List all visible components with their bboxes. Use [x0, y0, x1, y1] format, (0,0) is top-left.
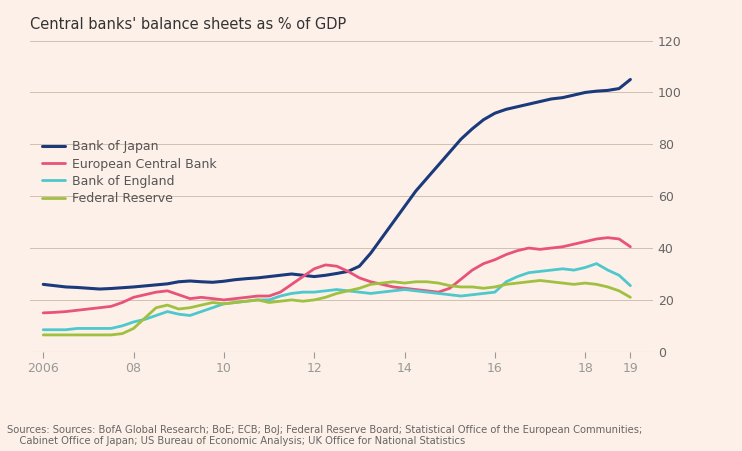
Bank of England — [197, 309, 206, 314]
Line: Bank of England: Bank of England — [43, 263, 631, 330]
Text: Central banks' balance sheets as % of GDP: Central banks' balance sheets as % of GD… — [30, 18, 346, 32]
Bank of England — [378, 290, 387, 295]
Line: European Central Bank: European Central Bank — [43, 238, 631, 313]
Bank of Japan — [389, 220, 398, 225]
Bank of England — [626, 283, 635, 288]
European Central Bank — [603, 235, 612, 240]
Line: Federal Reserve: Federal Reserve — [43, 281, 631, 335]
European Central Bank — [626, 244, 635, 249]
Bank of England — [389, 288, 398, 294]
Bank of England — [39, 327, 47, 332]
Bank of England — [490, 290, 499, 295]
Federal Reserve — [626, 295, 635, 300]
Bank of Japan — [400, 204, 409, 209]
European Central Bank — [490, 257, 499, 262]
European Central Bank — [558, 244, 567, 249]
Federal Reserve — [378, 281, 387, 286]
European Central Bank — [197, 295, 206, 300]
Federal Reserve — [536, 278, 545, 283]
Bank of Japan — [502, 106, 510, 112]
European Central Bank — [411, 287, 420, 292]
Bank of Japan — [209, 280, 217, 285]
Legend: Bank of Japan, European Central Bank, Bank of England, Federal Reserve: Bank of Japan, European Central Bank, Ba… — [42, 140, 217, 205]
Federal Reserve — [569, 281, 578, 287]
Federal Reserve — [39, 332, 47, 338]
Federal Reserve — [490, 284, 499, 290]
European Central Bank — [389, 284, 398, 290]
Bank of Japan — [569, 92, 578, 98]
Bank of England — [558, 266, 567, 272]
Bank of England — [592, 261, 601, 266]
Text: Sources: Sources: BofA Global Research; BoE; ECB; BoJ; Federal Reserve Board; St: Sources: Sources: BofA Global Research; … — [7, 425, 643, 446]
Bank of England — [411, 288, 420, 294]
Federal Reserve — [197, 303, 206, 308]
Bank of Japan — [39, 281, 47, 287]
European Central Bank — [378, 281, 387, 287]
Bank of Japan — [423, 175, 432, 181]
Line: Bank of Japan: Bank of Japan — [43, 79, 631, 289]
European Central Bank — [39, 310, 47, 316]
Bank of Japan — [626, 77, 635, 82]
Federal Reserve — [389, 279, 398, 285]
Federal Reserve — [411, 279, 420, 285]
Bank of Japan — [95, 286, 104, 292]
